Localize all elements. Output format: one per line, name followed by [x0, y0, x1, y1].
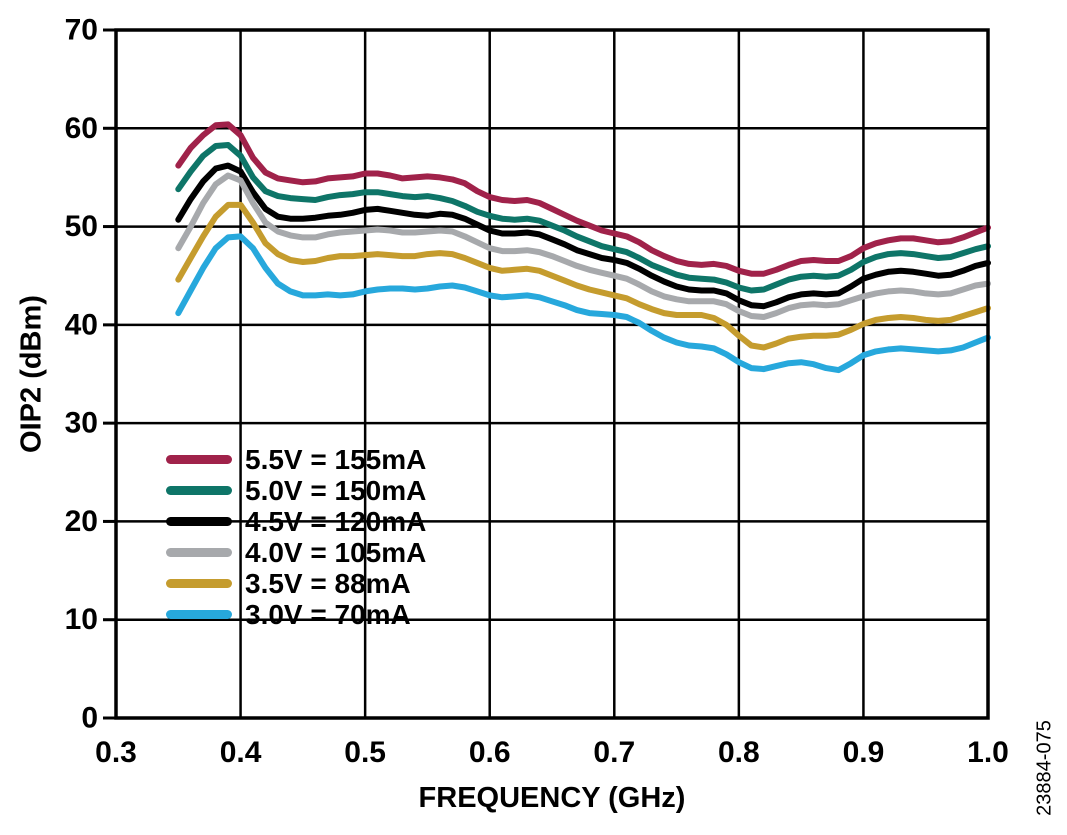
legend-label: 3.5V = 88mA	[245, 568, 411, 599]
y-tick-label: 40	[65, 308, 98, 341]
legend-swatch-4-5v	[166, 517, 232, 526]
legend-swatch-3-0v	[166, 610, 232, 619]
y-tick-label: 50	[65, 210, 98, 243]
x-tick-label: 0.7	[593, 736, 635, 769]
y-axis-title: OIP2 (dBm)	[15, 295, 48, 453]
series-line-5	[175, 233, 991, 374]
y-tick-label: 30	[65, 407, 98, 440]
x-tick-label: 1.0	[967, 736, 1009, 769]
legend-swatch-3-5v	[166, 579, 232, 588]
y-tick-label: 70	[65, 14, 98, 47]
series-line-0	[175, 121, 991, 277]
series-line-4	[175, 201, 991, 351]
x-tick-label: 0.6	[469, 736, 511, 769]
legend-item: 3.0V = 70mA	[166, 599, 426, 630]
legend-label: 3.0V = 70mA	[245, 599, 411, 630]
x-tick-label: 0.9	[843, 736, 885, 769]
legend: 5.5V = 155mA 5.0V = 150mA 4.5V = 120mA 4…	[166, 444, 426, 630]
series-line-1	[175, 142, 991, 294]
y-tick-label: 20	[65, 505, 98, 538]
x-tick-label: 0.5	[344, 736, 386, 769]
legend-label: 5.5V = 155mA	[245, 444, 427, 475]
legend-swatch-5-5v	[166, 455, 232, 464]
legend-swatch-4-0v	[166, 548, 232, 557]
legend-item: 4.0V = 105mA	[166, 537, 426, 568]
series-line-2	[175, 162, 991, 310]
x-tick-label: 0.3	[95, 736, 137, 769]
legend-item: 3.5V = 88mA	[166, 568, 426, 599]
y-tick-label: 0	[81, 702, 98, 735]
figure-number: 23884-075	[1033, 720, 1056, 816]
plot-border	[114, 28, 990, 720]
legend-item: 4.5V = 120mA	[166, 506, 426, 537]
x-tick-label: 0.8	[718, 736, 760, 769]
x-axis-title: FREQUENCY (GHz)	[418, 782, 686, 814]
legend-label: 4.5V = 120mA	[245, 506, 427, 537]
legend-label: 5.0V = 150mA	[245, 475, 427, 506]
series-line-3	[175, 172, 991, 320]
legend-swatch-5-0v	[166, 486, 232, 495]
legend-label: 4.0V = 105mA	[245, 537, 427, 568]
y-tick-label: 60	[65, 112, 98, 145]
x-tick-label: 0.4	[220, 736, 262, 769]
y-tick-label: 10	[65, 603, 98, 636]
legend-item: 5.5V = 155mA	[166, 444, 426, 475]
legend-item: 5.0V = 150mA	[166, 475, 426, 506]
